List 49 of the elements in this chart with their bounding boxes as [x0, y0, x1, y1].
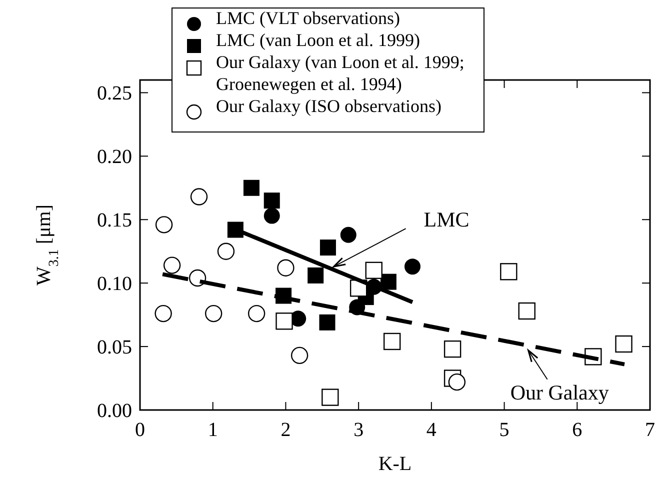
point	[615, 335, 632, 353]
x-tick-label: 2	[280, 419, 291, 441]
point	[308, 267, 324, 284]
x-tick-label: 5	[499, 419, 510, 441]
legend-label: Our Galaxy (ISO observations)	[216, 96, 442, 116]
y-tick-label: 0.05	[97, 336, 132, 359]
legend-label: LMC (VLT observations)	[216, 8, 400, 28]
point	[290, 346, 308, 364]
point	[154, 304, 172, 322]
point	[340, 226, 356, 243]
x-tick-label: 7	[645, 419, 655, 441]
point	[380, 274, 396, 290]
y-tick-label: 0.00	[97, 400, 132, 422]
annotation: LMC	[424, 208, 470, 232]
y-tick-label: 0.15	[97, 210, 132, 232]
point	[264, 192, 280, 209]
y-tick-label: 0.10	[97, 273, 132, 296]
point	[320, 240, 336, 256]
point	[383, 332, 401, 350]
point	[448, 373, 466, 391]
point	[248, 304, 266, 322]
x-axis-title: K-L	[378, 453, 412, 475]
point	[243, 180, 260, 196]
legend-label: Our Galaxy (van Loon et al. 1999; Groenewegen et al. 1994)	[216, 52, 464, 94]
legend-label: LMC (van Loon et al. 1999)	[216, 30, 420, 50]
point	[319, 314, 336, 330]
point	[190, 188, 208, 206]
x-tick-label: 4	[426, 419, 436, 441]
point	[163, 256, 181, 274]
x-tick-label: 6	[572, 419, 582, 441]
point	[188, 269, 206, 287]
y-tick-label: 0.25	[97, 82, 132, 105]
x-tick-label: 3	[354, 419, 364, 441]
point	[204, 304, 222, 322]
annotation: Our Galaxy	[510, 380, 610, 404]
point	[444, 340, 462, 358]
point	[276, 312, 293, 330]
point	[322, 388, 339, 406]
point	[264, 208, 280, 224]
x-tick-label: 0	[135, 419, 145, 441]
point	[217, 242, 235, 260]
point	[404, 258, 420, 275]
x-tick-label: 1	[208, 419, 218, 441]
y-tick-label: 0.20	[97, 146, 132, 168]
point	[500, 263, 518, 280]
point	[277, 259, 294, 276]
point	[518, 302, 536, 320]
point	[155, 216, 173, 234]
point	[365, 262, 382, 279]
